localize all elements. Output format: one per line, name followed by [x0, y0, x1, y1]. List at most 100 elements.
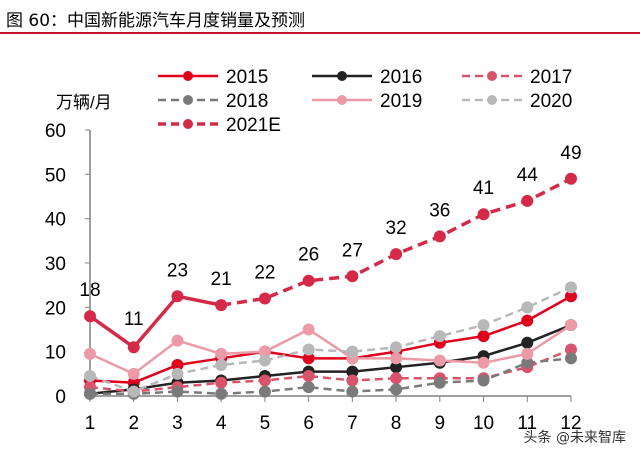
- data-point-2019: [258, 345, 271, 358]
- x-tick-label: 1: [85, 413, 96, 434]
- x-tick-label: 12: [560, 413, 581, 434]
- data-point-2019: [565, 319, 577, 332]
- watermark: 头条 @未来智库: [523, 430, 626, 446]
- data-point-2021E: [127, 341, 140, 354]
- x-tick-label: 7: [347, 413, 358, 434]
- data-point-2017: [258, 374, 271, 387]
- data-point-2018: [521, 356, 534, 369]
- data-point-2020: [390, 341, 403, 354]
- data-point-2020: [521, 301, 534, 314]
- title-divider: [0, 32, 640, 34]
- data-point-2015: [565, 290, 577, 303]
- data-point-2019: [84, 347, 96, 360]
- data-point-2020: [565, 281, 577, 294]
- data-point-2018: [346, 385, 359, 398]
- series-line-2015: [89, 295, 572, 384]
- data-point-2016: [346, 365, 359, 378]
- data-point-2018: [390, 383, 403, 396]
- data-point-2017: [565, 343, 577, 356]
- data-point-2020: [346, 345, 359, 358]
- data-label: 49: [560, 143, 581, 164]
- data-point-2019: [171, 334, 184, 347]
- data-point-2018: [215, 387, 228, 400]
- data-point-2021E: [565, 172, 577, 185]
- y-tick-label: 30: [45, 254, 66, 275]
- data-point-2018: [258, 385, 271, 398]
- x-tick-label: 9: [435, 413, 446, 434]
- data-point-2021E: [521, 194, 534, 207]
- x-tick-label: 2: [128, 413, 139, 434]
- data-point-2021E: [346, 270, 359, 283]
- data-point-2020: [433, 330, 446, 343]
- legend-label-2015: 2015: [226, 67, 268, 88]
- data-label: 26: [298, 245, 319, 266]
- data-point-2018: [565, 352, 577, 365]
- data-label: 27: [342, 240, 363, 261]
- legend-marker-2020: [487, 95, 497, 105]
- data-point-2020: [215, 358, 228, 371]
- data-label: 41: [473, 178, 494, 199]
- data-point-2019: [127, 367, 140, 380]
- data-point-2017: [390, 372, 403, 385]
- data-point-2020: [477, 319, 490, 332]
- data-point-2017: [302, 370, 315, 383]
- data-point-2021E: [477, 208, 490, 221]
- data-point-2019: [477, 356, 490, 369]
- data-point-2020: [127, 385, 140, 398]
- data-point-2018: [477, 374, 490, 387]
- legend-label-2017: 2017: [530, 67, 572, 88]
- series-line-2021E-actual: [88, 294, 222, 350]
- data-point-2021E: [258, 292, 271, 305]
- data-label: 22: [254, 262, 275, 283]
- data-point-2019: [433, 354, 446, 367]
- y-tick-label: 40: [45, 210, 66, 231]
- data-point-2015: [171, 358, 184, 371]
- data-point-2020: [171, 367, 184, 380]
- data-point-2021E: [171, 290, 184, 303]
- data-point-2019: [302, 323, 315, 336]
- x-tick-label: 8: [391, 413, 402, 434]
- data-label: 23: [167, 260, 188, 281]
- y-tick-label: 0: [55, 387, 66, 408]
- legend-marker-2016: [337, 71, 347, 81]
- figure-title: 图 60：中国新能源汽车月度销量及预测: [6, 11, 306, 31]
- data-point-2018: [84, 387, 96, 400]
- data-point-2017: [215, 376, 228, 389]
- data-point-2021E: [84, 310, 96, 323]
- data-label: 21: [211, 269, 232, 290]
- data-point-2015: [302, 352, 315, 365]
- x-tick-label: 5: [260, 413, 271, 434]
- data-point-2021E: [302, 274, 315, 287]
- legend-label-2016: 2016: [380, 67, 422, 88]
- x-tick-label: 6: [303, 413, 314, 434]
- series-line-2018: [90, 357, 572, 396]
- data-point-2020: [302, 343, 315, 356]
- data-point-2019: [521, 347, 534, 360]
- data-point-2020: [84, 370, 96, 383]
- data-point-2016: [521, 336, 534, 349]
- data-point-2021E: [433, 230, 446, 243]
- data-point-2015: [477, 330, 490, 343]
- series-line-2020: [89, 286, 572, 393]
- data-point-2021E: [215, 299, 228, 312]
- data-label: 11: [124, 309, 144, 330]
- data-label: 18: [79, 280, 100, 301]
- data-point-2019: [215, 347, 228, 360]
- legend-marker-2015: [183, 71, 193, 81]
- legend-label-2021E: 2021E: [226, 115, 281, 136]
- data-label: 44: [517, 165, 539, 186]
- y-tick-label: 60: [45, 121, 66, 142]
- data-label: 32: [386, 218, 407, 239]
- series-line-2017: [89, 348, 572, 393]
- legend-marker-2018: [183, 95, 193, 105]
- data-label: 36: [429, 200, 450, 221]
- legend-label-2019: 2019: [380, 91, 422, 112]
- data-point-2018: [171, 385, 184, 398]
- data-point-2018: [302, 381, 315, 394]
- series-line-2019: [89, 324, 572, 376]
- legend-label-2018: 2018: [226, 91, 268, 112]
- y-tick-label: 10: [45, 343, 66, 364]
- data-point-2015: [521, 314, 534, 327]
